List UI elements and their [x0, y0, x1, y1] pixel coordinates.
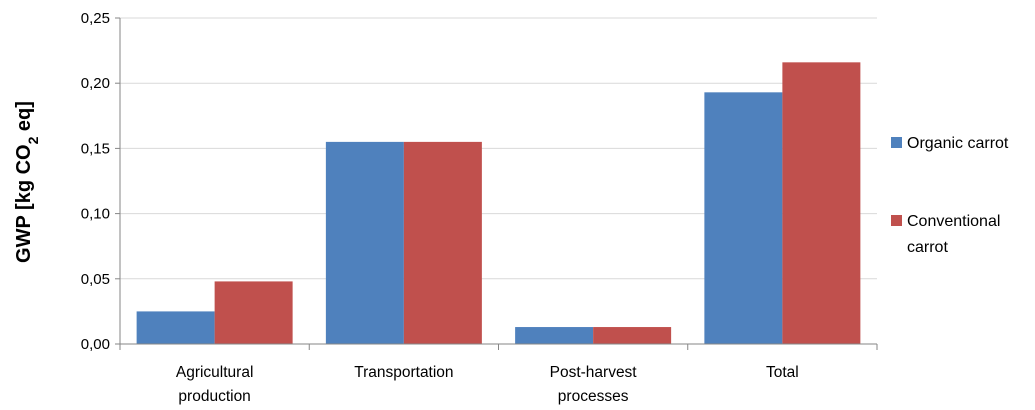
legend-swatch-conventional [891, 215, 902, 226]
bar-conventional [403, 141, 482, 344]
bar-conventional [782, 62, 861, 344]
x-category-label: processes [558, 388, 629, 405]
bar-organic [136, 311, 215, 344]
x-category-labels: Agricultural production Transportation Post… [176, 364, 799, 405]
y-axis-label-prefix: GWP [kg CO [13, 144, 35, 263]
y-tick-label: 0,15 [81, 140, 110, 157]
y-axis-label-suffix: eq] [13, 101, 35, 137]
y-tick-labels: 0,00 0,05 0,10 0,15 0,20 0,25 [81, 10, 110, 353]
bar-conventional [593, 327, 672, 344]
y-axis-label: GWP [kg CO2 eq] [13, 101, 41, 263]
y-tick-label: 0,25 [81, 10, 110, 27]
bar-conventional [214, 281, 293, 344]
y-axis-label-subscript: 2 [25, 136, 41, 144]
legend: Organic carrot Conventional carrot [891, 135, 1009, 256]
x-category-label: Transportation [354, 364, 453, 381]
x-category-label: Post-harvest [550, 364, 638, 381]
y-tick-label: 0,10 [81, 206, 110, 223]
y-tick-label: 0,00 [81, 336, 110, 353]
x-category-label: production [178, 388, 250, 405]
bar-organic [704, 92, 783, 344]
bar-organic [515, 327, 594, 344]
bars [136, 62, 861, 344]
y-tick-label: 0,20 [81, 75, 110, 92]
legend-label: Conventional [907, 213, 1000, 230]
legend-label: carrot [907, 239, 948, 256]
axes [119, 18, 878, 350]
x-category-label: Total [766, 364, 799, 381]
legend-label: Organic carrot [907, 135, 1009, 152]
x-category-label: Agricultural [176, 364, 254, 381]
legend-swatch-organic [891, 137, 902, 148]
bar-organic [325, 141, 404, 344]
y-tick-label: 0,05 [81, 271, 110, 288]
